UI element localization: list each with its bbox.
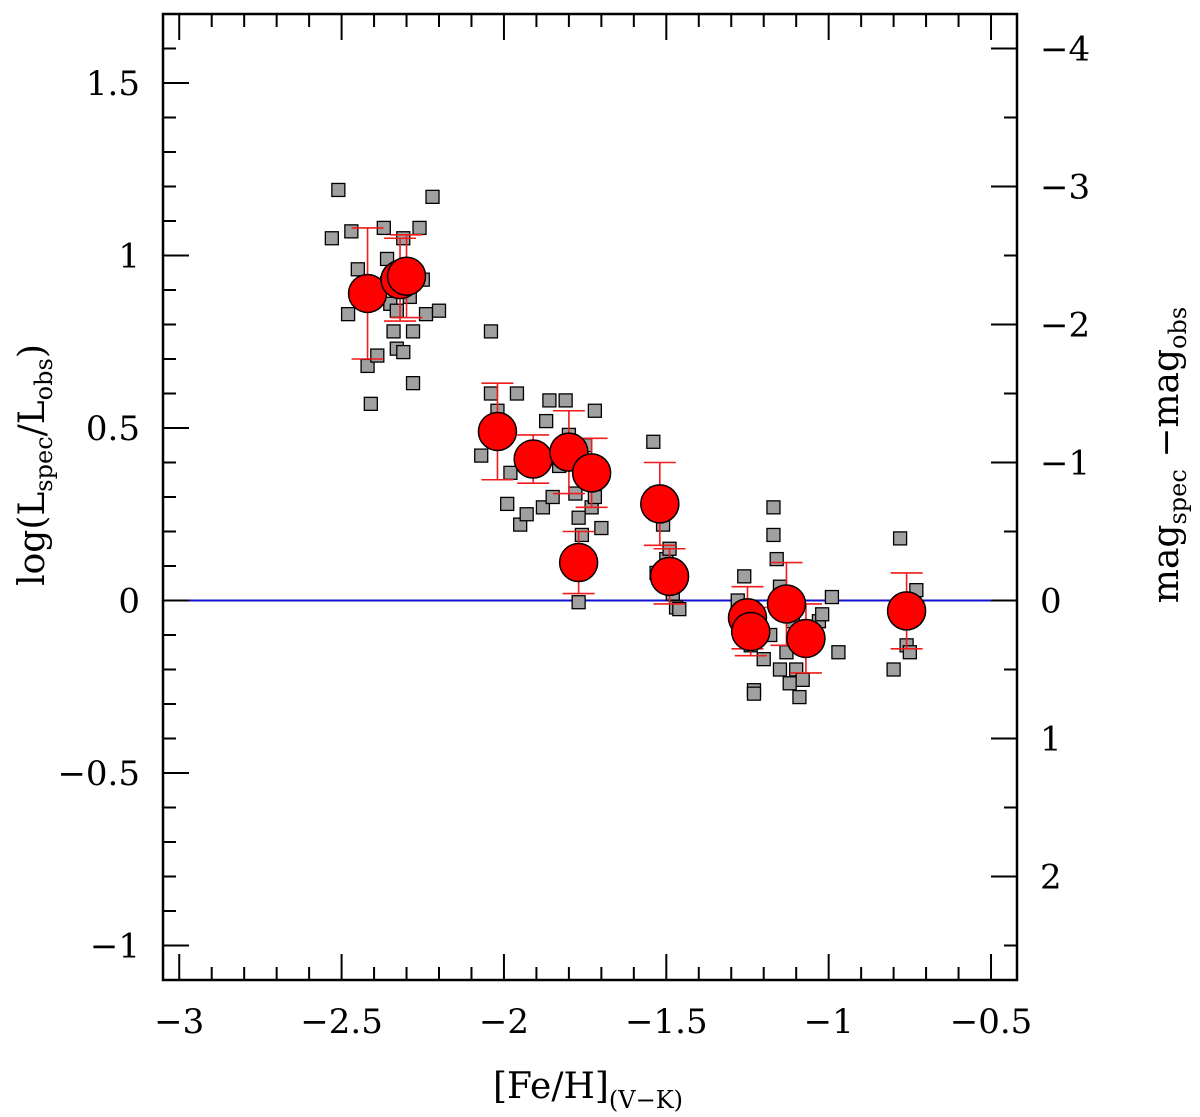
star-point: [574, 527, 590, 543]
star-point: [344, 224, 359, 239]
star-point: [766, 500, 781, 515]
cluster-point: [640, 484, 680, 524]
star-point: [539, 413, 554, 429]
cluster-point: [786, 618, 826, 659]
star-point: [386, 324, 401, 339]
y-tick-label: 1: [118, 237, 140, 277]
y2-axis-label-sub1: spec: [1164, 469, 1192, 524]
star-point: [542, 393, 557, 408]
cluster-point: [886, 591, 927, 631]
star-point: [509, 386, 525, 401]
y2-tick-label: −3: [1040, 168, 1090, 208]
star-point: [483, 386, 499, 401]
star-point: [405, 324, 421, 339]
star-point: [545, 489, 560, 505]
star-point: [363, 396, 378, 412]
y-axis-label-post: ): [12, 344, 53, 358]
y2-axis-label: magspec −magobs: [1146, 307, 1192, 603]
y-tick-label: 0.5: [86, 409, 140, 449]
y2-axis-label-mid: −mag: [1146, 349, 1187, 469]
y-axis-label-mid: /L: [12, 400, 53, 436]
cluster-point: [730, 611, 771, 652]
star-point: [571, 595, 586, 610]
star-point: [389, 303, 404, 318]
star-point: [594, 520, 609, 536]
cluster-point: [649, 556, 690, 597]
star-point: [795, 672, 810, 687]
y2-tick-label: 1: [1040, 720, 1062, 760]
star-point: [418, 306, 434, 322]
star-point: [772, 662, 788, 677]
star-point: [886, 662, 901, 677]
x-tick-label: −3: [154, 1002, 204, 1042]
star-point: [756, 652, 771, 667]
y-axis-label-pre: log(L: [12, 492, 53, 586]
star-point: [396, 344, 411, 360]
y2-axis-label-pre: mag: [1146, 525, 1187, 604]
x-axis-label-main: [Fe/H]: [493, 1066, 609, 1107]
star-point: [646, 434, 661, 449]
star-point: [483, 324, 499, 339]
star-point: [746, 686, 762, 701]
star-point: [558, 393, 573, 408]
cluster-point: [386, 256, 427, 296]
star-point: [892, 531, 908, 546]
star-point: [425, 189, 440, 205]
x-tick-label: −0.5: [950, 1002, 1033, 1042]
star-point: [815, 607, 830, 622]
x-axis-label: [Fe/H](V−K): [493, 1066, 683, 1114]
star-point: [431, 303, 447, 318]
y-tick-label: 0: [118, 582, 140, 622]
star-point: [766, 527, 781, 543]
x-tick-label: −1: [804, 1002, 854, 1042]
x-tick-label: −2.5: [300, 1002, 383, 1042]
star-point: [500, 496, 515, 512]
cluster-point: [513, 439, 553, 479]
star-point: [571, 510, 586, 525]
star-point: [672, 601, 687, 617]
star-point: [340, 306, 356, 322]
star-point: [902, 645, 917, 660]
star-point: [350, 262, 365, 277]
star-point: [324, 231, 340, 246]
star-point: [792, 689, 807, 705]
y-axis-label: log(Lspec/Lobs): [12, 344, 58, 586]
y2-tick-label: −4: [1040, 30, 1090, 70]
y-tick-label: 1.5: [86, 64, 140, 104]
star-point: [405, 375, 421, 391]
cluster-point: [571, 453, 612, 493]
y-axis-label-sub2: obs: [30, 358, 58, 400]
y-tick-label: −1: [90, 927, 140, 967]
y2-tick-label: −2: [1040, 306, 1090, 346]
y2-tick-label: 2: [1040, 858, 1062, 898]
star-point: [782, 676, 797, 691]
y-axis-label-sub1: spec: [30, 436, 58, 491]
cluster-point: [558, 542, 599, 583]
x-axis-label-sub: (V−K): [609, 1086, 683, 1114]
cluster-point: [766, 584, 807, 624]
y2-tick-label: 0: [1040, 582, 1062, 622]
star-point: [370, 348, 385, 363]
star-point: [831, 645, 846, 660]
x-tick-label: −2: [479, 1002, 529, 1042]
y-tick-label: −0.5: [57, 754, 140, 794]
star-point: [503, 465, 518, 481]
y2-axis-label-sub2: obs: [1164, 307, 1192, 349]
star-point: [474, 448, 489, 463]
star-point: [412, 220, 427, 236]
star-point: [824, 589, 840, 605]
star-point: [519, 507, 534, 522]
star-point: [737, 569, 752, 584]
star-point: [769, 551, 784, 567]
star-point: [587, 403, 603, 418]
cluster-point: [477, 411, 518, 452]
y2-tick-label: −1: [1040, 444, 1090, 484]
star-point: [331, 182, 346, 198]
x-tick-label: −1.5: [625, 1002, 708, 1042]
